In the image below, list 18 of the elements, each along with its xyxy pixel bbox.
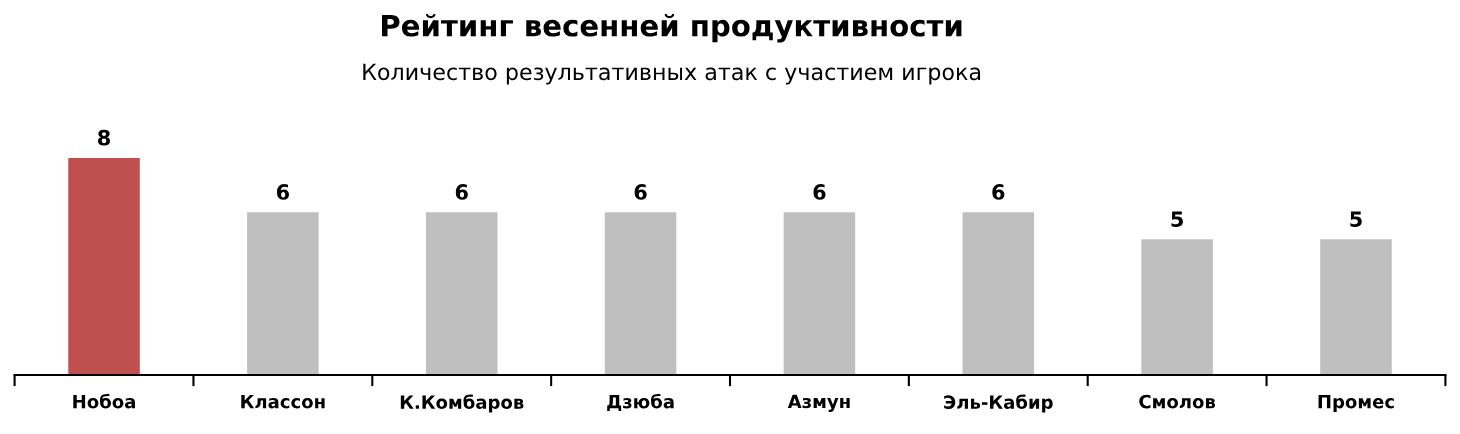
x-tick-label: Классон (241, 394, 325, 409)
data-label: 6 (992, 184, 1005, 200)
data-label: 6 (276, 184, 289, 200)
x-tick-label: Эль-Кабир (944, 394, 1053, 413)
x-tick-label: Нобоа (73, 393, 135, 409)
x-tick-label: К.Комбаров (400, 394, 524, 413)
x-tick-label: Смолов (1139, 394, 1216, 409)
x-tick-label: Дзюба (607, 393, 674, 411)
data-label: 5 (1350, 211, 1362, 227)
data-label: 6 (634, 184, 647, 200)
data-label: 6 (455, 184, 468, 200)
chart-title: Рейтинг весенней продуктивности (382, 13, 962, 43)
data-label: 6 (813, 184, 826, 200)
data-label: 8 (98, 129, 110, 146)
x-tick-label: Азмун (787, 394, 850, 412)
x-tick-label: Промес (1318, 394, 1394, 412)
data-label: 5 (1171, 211, 1183, 227)
chart-subtitle: Количество результативных атак с участием игрока (363, 63, 981, 85)
